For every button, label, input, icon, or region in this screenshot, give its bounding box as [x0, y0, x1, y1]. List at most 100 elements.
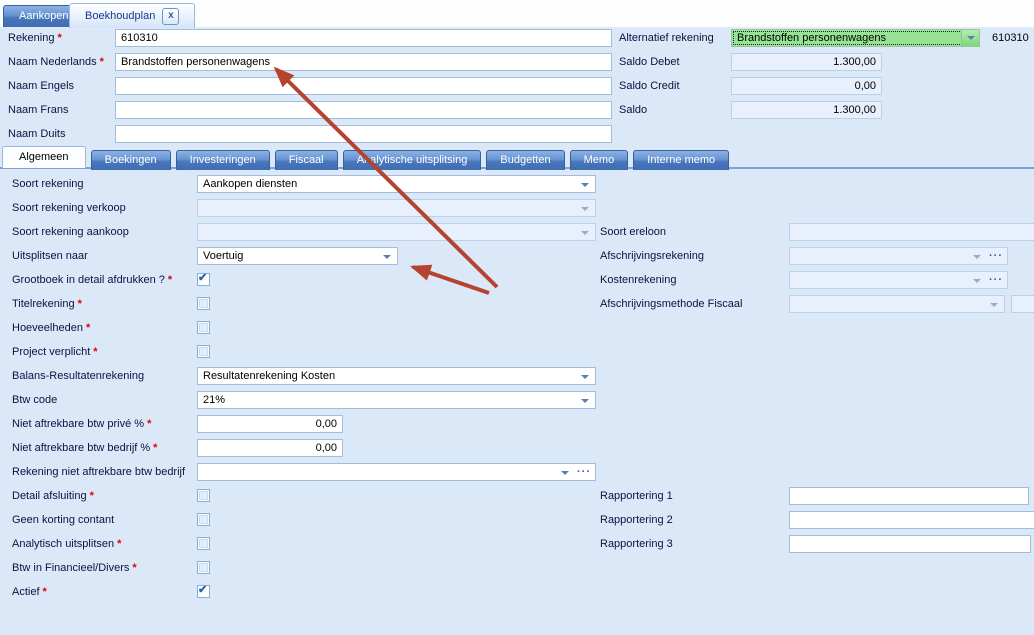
ellipsis-icon[interactable]: ··· [577, 466, 591, 478]
soort-rekening-aankoop-select [197, 223, 596, 241]
hoeveelheden-checkbox[interactable] [197, 321, 210, 334]
soort-ereloon-label: Soort ereloon [600, 226, 667, 238]
uitsplitsen-naar-select[interactable]: Voertuig [197, 247, 398, 265]
geen-korting-contant-checkbox[interactable] [197, 513, 210, 526]
saldo-value: 1.300,00 [731, 101, 882, 119]
ellipsis-icon: ··· [989, 250, 1003, 262]
alternatief-rekening-select[interactable]: Brandstoffen personenwagens [731, 29, 980, 47]
annotation-arrow-to-uitsplitsen-dropdown [409, 264, 490, 295]
chevron-down-icon [973, 279, 981, 283]
soort-ereloon-field [789, 223, 1034, 241]
check-icon: ✔ [198, 584, 208, 596]
analytisch-uitsplitsen-checkbox[interactable] [197, 537, 210, 550]
afschrijvingsmethode-extra-field [1011, 295, 1034, 313]
chevron-down-icon [581, 231, 589, 235]
actief-label: Actief * [12, 586, 47, 598]
chevron-down-icon[interactable] [581, 399, 589, 403]
tab-boekhoudplan[interactable]: Boekhoudplan x [69, 3, 196, 28]
alternatief-rekening-code: 610310 [992, 32, 1029, 44]
naam-nederlands-label: Naam Nederlands * [8, 56, 104, 68]
rekening-label: Rekening * [8, 32, 62, 44]
ellipsis-icon: ··· [989, 274, 1003, 286]
btw-code-label: Btw code [12, 394, 58, 406]
balans-resultatenrekening-label: Balans-Resultatenrekening [12, 370, 145, 382]
close-icon[interactable]: x [162, 7, 180, 25]
balans-resultatenrekening-select[interactable]: Resultatenrekening Kosten [197, 367, 596, 385]
niet-aftrekbare-btw-prive-input[interactable] [197, 415, 343, 433]
tab-interne-memo[interactable]: Interne memo [633, 150, 730, 170]
tab-investeringen[interactable]: Investeringen [175, 150, 270, 170]
rapportering-2-label: Rapportering 2 [600, 514, 673, 526]
niet-aftrekbare-btw-prive-label: Niet aftrekbare btw privé % * [12, 418, 152, 430]
rapportering-3-label: Rapportering 3 [600, 538, 673, 550]
hoeveelheden-label: Hoeveelheden * [12, 322, 91, 334]
tab-algemeen[interactable]: Algemeen [2, 146, 86, 168]
chevron-down-icon[interactable] [383, 255, 391, 259]
analytisch-uitsplitsen-label: Analytisch uitsplitsen * [12, 538, 122, 550]
tab-analytische-uitsplitsing[interactable]: Analytische uitsplitsing [342, 150, 482, 170]
rekening-input[interactable] [115, 29, 612, 47]
alternatief-rekening-label: Alternatief rekening [619, 32, 714, 44]
chevron-down-icon[interactable] [961, 30, 979, 46]
grootboek-detail-checkbox[interactable]: ✔ [197, 272, 210, 286]
naam-frans-input[interactable] [115, 101, 612, 119]
chevron-down-icon[interactable] [581, 183, 589, 187]
afschrijvingsrekening-label: Afschrijvingsrekening [600, 250, 704, 262]
soort-rekening-label: Soort rekening [12, 178, 84, 190]
rapportering-3-input[interactable] [789, 535, 1031, 553]
niet-aftrekbare-btw-bedrijf-label: Niet aftrekbare btw bedrijf % * [12, 442, 158, 454]
tab-fiscaal[interactable]: Fiscaal [274, 150, 338, 170]
project-verplicht-checkbox[interactable] [197, 345, 210, 358]
naam-duits-label: Naam Duits [8, 128, 66, 140]
afschrijvingsmethode-fiscaal-select [789, 295, 1005, 313]
chevron-down-icon[interactable] [561, 471, 569, 475]
tab-budgetten[interactable]: Budgetten [486, 150, 565, 170]
chevron-down-icon[interactable] [581, 375, 589, 379]
naam-engels-input[interactable] [115, 77, 612, 95]
rekening-niet-aftrekbare-btw-select[interactable]: ··· [197, 463, 596, 481]
saldo-label: Saldo [619, 104, 648, 116]
tab-aankopen[interactable]: Aankopen [3, 5, 85, 27]
naam-duits-input[interactable] [115, 125, 612, 143]
saldo-debet-value: 1.300,00 [731, 53, 882, 71]
titelrekening-label: Titelrekening * [12, 298, 82, 310]
kostenrekening-select: ··· [789, 271, 1008, 289]
detail-tabstrip: Algemeen Boekingen Investeringen Fiscaal… [0, 146, 1034, 170]
soort-rekening-verkoop-label: Soort rekening verkoop [12, 202, 126, 214]
btw-code-select[interactable]: 21% [197, 391, 596, 409]
actief-checkbox[interactable]: ✔ [197, 584, 210, 598]
detail-afsluiting-checkbox[interactable] [197, 489, 210, 502]
btw-financieel-divers-checkbox[interactable] [197, 561, 210, 574]
tab-boekingen[interactable]: Boekingen [90, 150, 171, 170]
saldo-credit-value: 0,00 [731, 77, 882, 95]
btw-financieel-divers-label: Btw in Financieel/Divers * [12, 562, 137, 574]
naam-frans-label: Naam Frans [8, 104, 69, 116]
afschrijvingsmethode-fiscaal-label: Afschrijvingsmethode Fiscaal [600, 298, 743, 310]
afschrijvingsrekening-select: ··· [789, 247, 1008, 265]
saldo-debet-label: Saldo Debet [619, 56, 680, 68]
chevron-down-icon [990, 303, 998, 307]
soort-rekening-aankoop-label: Soort rekening aankoop [12, 226, 129, 238]
soort-rekening-verkoop-select [197, 199, 596, 217]
niet-aftrekbare-btw-bedrijf-input[interactable] [197, 439, 343, 457]
check-icon: ✔ [198, 272, 208, 284]
rapportering-1-input[interactable] [789, 487, 1029, 505]
chevron-down-icon [973, 255, 981, 259]
naam-nederlands-input[interactable] [115, 53, 612, 71]
alternatief-rekening-value: Brandstoffen personenwagens [737, 32, 887, 44]
project-verplicht-label: Project verplicht * [12, 346, 98, 358]
geen-korting-contant-label: Geen korting contant [12, 514, 115, 526]
detail-afsluiting-label: Detail afsluiting * [12, 490, 94, 502]
naam-engels-label: Naam Engels [8, 80, 75, 92]
chevron-down-icon [581, 207, 589, 211]
tab-memo[interactable]: Memo [569, 150, 629, 170]
rapportering-2-input[interactable] [789, 511, 1034, 529]
tab-boekhoudplan-label: Boekhoudplan [85, 10, 156, 22]
uitsplitsen-naar-label: Uitsplitsen naar [12, 250, 88, 262]
rekening-niet-aftrekbare-btw-label: Rekening niet aftrekbare btw bedrijf [12, 466, 186, 478]
titelrekening-checkbox[interactable] [197, 297, 210, 310]
rapportering-1-label: Rapportering 1 [600, 490, 673, 502]
grootboek-detail-label: Grootboek in detail afdrukken ? * [12, 274, 173, 286]
soort-rekening-select[interactable]: Aankopen diensten [197, 175, 596, 193]
